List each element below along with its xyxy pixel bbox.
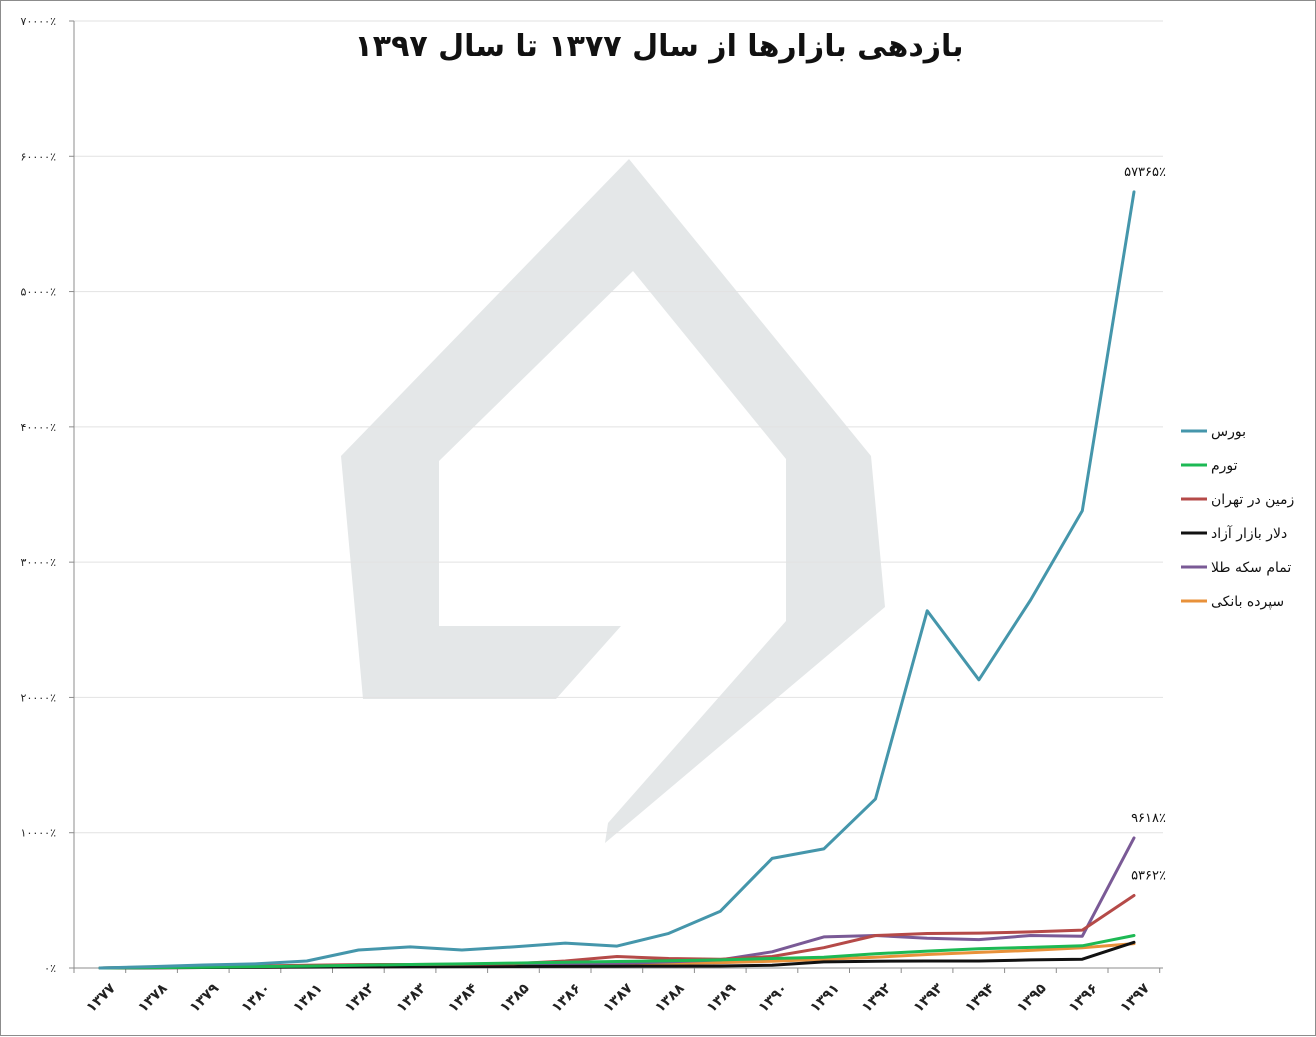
x-tick-label: ۱۳۹۳ [911,980,947,1016]
x-tick-label: ۱۳۹۶ [1066,980,1101,1015]
data-label: ۵۳۶۲٪ [1131,868,1166,883]
legend-label: سپرده بانکی [1211,594,1284,610]
legend-label: تمام سکه طلا [1211,560,1291,576]
x-tick-label: ۱۳۸۵ [497,980,533,1016]
series-lines [98,190,1136,970]
x-tick-label: ۱۳۸۸ [652,980,688,1016]
x-tick-label: ۱۳۸۳ [394,980,430,1016]
y-tick-label: ۵۰۰۰۰٪ [21,286,57,299]
x-tick-label: ۱۳۹۴ [962,980,998,1016]
data-annotations: ۵۷۳۶۵٪ ۹۶۱۸٪ ۵۳۶۲٪ [1124,165,1166,884]
x-tick-label: ۱۳۸۱ [290,980,325,1015]
x-tick-label: ۱۳۹۵ [1014,980,1050,1016]
x-tick-label: ۱۳۸۲ [342,980,378,1016]
legend-label: تورم [1211,458,1238,474]
y-tick-label: ۳۰۰۰۰٪ [21,556,57,569]
grid-lines [74,20,1163,834]
legend-label: دلار بازار آزاد [1211,525,1287,542]
x-tick-label: ۱۳۸۷ [600,980,636,1016]
x-axis: ۱۳۷۷ ۱۳۷۸ ۱۳۷۹ ۱۳۸۰ ۱۳۸۱ ۱۳۸۲ ۱۳۸۳ ۱۳۸۴ ۱۳۸۵ ۱۳۸۶… [73,967,1163,1016]
x-tick-label: ۱۳۷۹ [187,980,223,1016]
legend-label: بورس [1211,424,1246,440]
y-tick-label: ۱۰۰۰۰٪ [21,827,57,840]
y-tick-label: ۰٪ [44,962,56,975]
x-tick-label: ۱۳۹۲ [859,980,895,1016]
legend: بورس تورم زمین در تهران دلار بازار آزاد تمام… [1181,424,1294,610]
y-tick-label: ۶۰۰۰۰٪ [21,150,57,163]
y-tick-label: ۲۰۰۰۰٪ [21,691,57,704]
x-tick-label: ۱۳۷۸ [135,980,171,1016]
x-tick-label: ۱۳۸۰ [239,980,274,1015]
legend-label: زمین در تهران [1211,492,1294,508]
series-line [98,894,1136,970]
y-tick-label: ۴۰۰۰۰٪ [21,421,57,434]
x-tick-label: ۱۳۷۷ [83,980,119,1016]
x-tick-label: ۱۳۹۱ [807,980,842,1015]
x-tick-label: ۱۳۹۰ [756,980,791,1015]
x-tick-label: ۱۳۹۷ [1117,980,1153,1016]
y-axis: ۰٪ ۱۰۰۰۰٪ ۲۰۰۰۰٪ ۳۰۰۰۰٪ ۴۰۰۰۰٪ ۵۰۰۰۰٪ ۶۰۰۰۰٪ ۷۰… [21,15,75,975]
chart-title: بازدهی بازارها از سال ۱۳۷۷ تا سال ۱۳۹۷ [354,29,963,64]
x-tick-label: ۱۳۸۹ [704,980,740,1016]
series-line [98,190,1136,970]
watermark-logo [341,159,885,843]
y-tick-label: ۷۰۰۰۰٪ [21,15,57,28]
data-label: ۹۶۱۸٪ [1131,811,1166,826]
data-label: ۵۷۳۶۵٪ [1124,165,1166,180]
x-tick-label: ۱۳۸۴ [445,980,481,1016]
series-line [98,934,1136,970]
x-tick-label: ۱۳۸۶ [549,980,584,1015]
